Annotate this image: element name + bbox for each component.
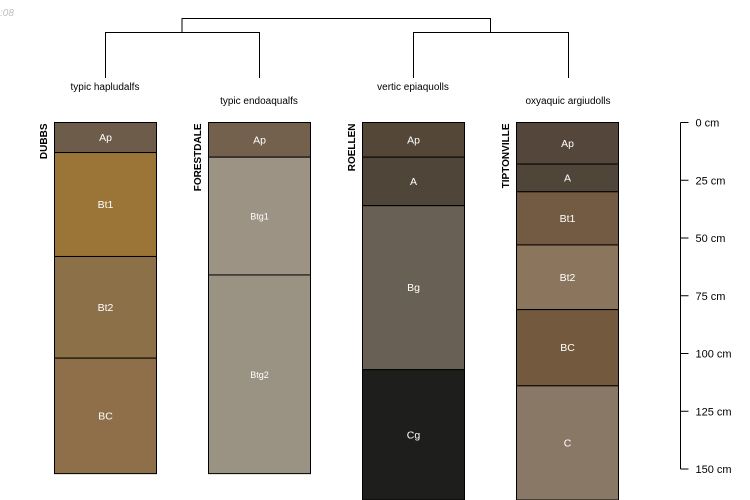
horizon-label: Bt1: [560, 213, 576, 225]
taxon-label-tiptonville: oxyaquic argiudolls: [525, 96, 610, 107]
profile-name-roellen: ROELLEN: [347, 124, 358, 172]
horizon-tiptonville-bt2: [516, 244, 619, 311]
horizon-roellen-a: [362, 156, 465, 207]
taxon-label-forestdale: typic endoaqualfs: [220, 96, 298, 107]
horizon-label: Bt1: [98, 199, 114, 211]
horizon-tiptonville-c: [516, 385, 619, 500]
profile-name-forestdale: FORESTDALE: [193, 123, 204, 191]
horizon-dubbs-bc: [54, 357, 157, 475]
taxon-label-dubbs: typic hapludalfs: [71, 82, 140, 93]
depth-tick-label: 0 cm: [696, 118, 720, 130]
horizon-label: Bg: [407, 282, 420, 294]
horizon-label: Btg1: [250, 212, 269, 222]
dendrogram-branch-left: [105, 32, 260, 78]
horizon-roellen-ap: [362, 122, 465, 158]
horizon-label: Cg: [407, 429, 421, 441]
profile-name-tiptonville: TIPTONVILLE: [501, 123, 512, 188]
horizon-label: Bt2: [560, 272, 576, 284]
horizon-roellen-cg: [362, 369, 465, 500]
corner-label: :08: [0, 8, 14, 19]
depth-tick-label: 125 cm: [696, 406, 732, 418]
horizon-label: A: [410, 176, 417, 188]
horizon-tiptonville-bt1: [516, 191, 619, 246]
dendrogram-root-link: [181, 18, 491, 32]
horizon-label: A: [564, 172, 571, 184]
profile-tiptonville: Ap A Bt1 Bt2 BC C TIPTONVILLE: [501, 122, 619, 500]
horizon-dubbs-bt1: [54, 152, 157, 257]
horizon-label: C: [564, 437, 572, 449]
profile-dubbs: Ap Bt1 Bt2 BC DUBBS: [39, 122, 157, 475]
horizon-label: Ap: [99, 132, 112, 144]
horizon-tiptonville-bc: [516, 309, 619, 387]
horizon-roellen-bg: [362, 205, 465, 371]
depth-tick-label: 100 cm: [696, 349, 732, 361]
horizon-label: BC: [98, 410, 113, 422]
horizon-label: Ap: [407, 134, 420, 146]
dendrogram-branch-right: [413, 32, 569, 78]
horizon-label: Btg2: [250, 370, 269, 380]
profiles: Ap Bt1 Bt2 BC DUBBS Ap Btg1 Btg2 FORESTDALE Ap A Bg…: [39, 122, 619, 500]
horizon-label: Bt2: [98, 302, 114, 314]
depth-tick-label: 50 cm: [696, 233, 726, 245]
dendrogram: [105, 18, 569, 78]
profile-name-dubbs: DUBBS: [39, 123, 50, 159]
profile-forestdale: Ap Btg1 Btg2 FORESTDALE: [193, 122, 311, 475]
depth-axis: 0 cm 25 cm 50 cm 75 cm 100 cm 125 cm 150 cm: [680, 118, 732, 476]
horizon-label: Ap: [561, 138, 574, 150]
horizon-dubbs-bt2: [54, 255, 157, 359]
depth-tick-label: 75 cm: [696, 291, 726, 303]
taxon-label-roellen: vertic epiaquolls: [377, 82, 449, 93]
depth-tick-label: 25 cm: [696, 175, 726, 187]
horizon-label: Ap: [253, 134, 266, 146]
horizon-tiptonville-ap: [516, 122, 619, 165]
horizon-label: BC: [560, 342, 575, 354]
depth-tick-label: 150 cm: [696, 464, 732, 476]
horizon-forestdale-btg2: [208, 274, 311, 475]
profile-roellen: Ap A Bg Cg ROELLEN: [347, 122, 465, 500]
